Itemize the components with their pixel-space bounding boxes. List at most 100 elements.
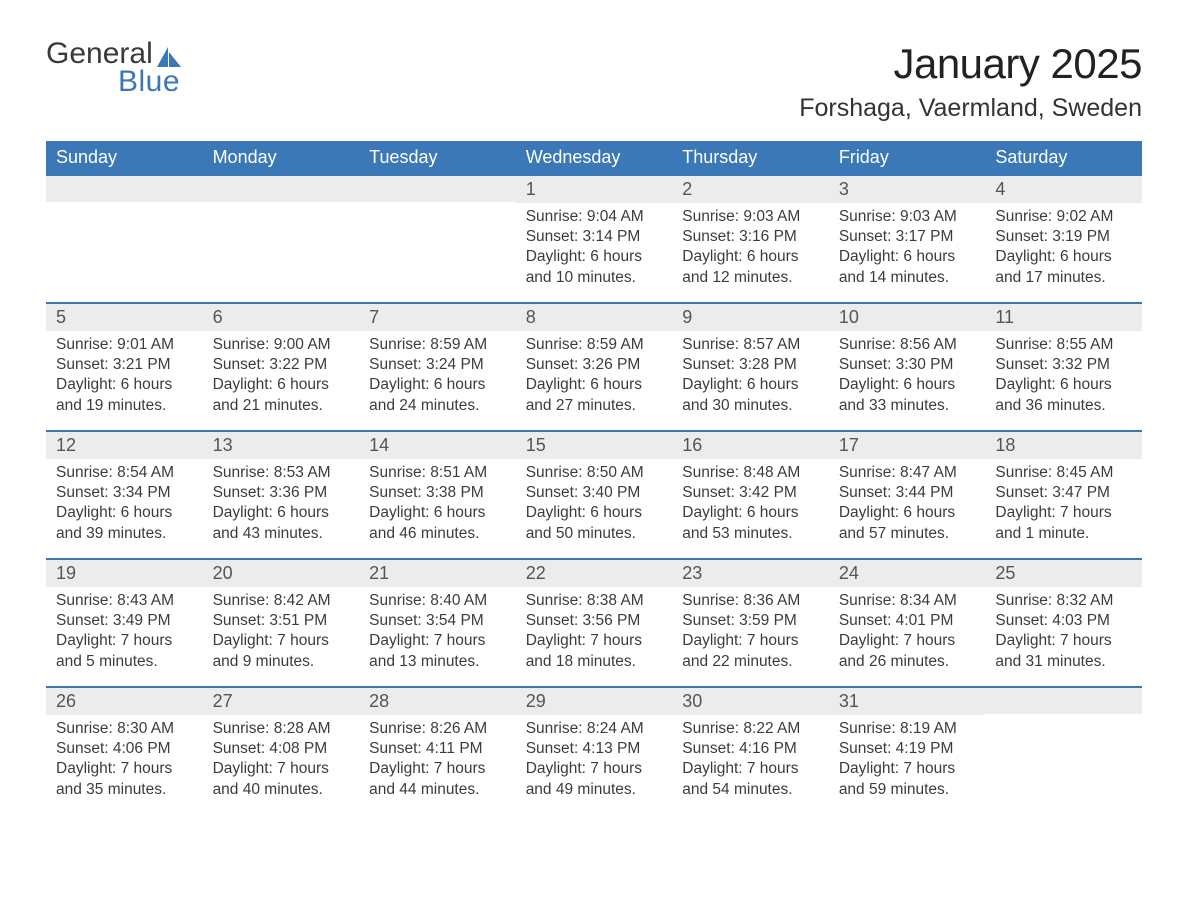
daylight-line: Daylight: 6 hours and 33 minutes. bbox=[839, 375, 976, 416]
sunrise-line: Sunrise: 9:03 AM bbox=[839, 207, 976, 227]
sunset-line: Sunset: 4:13 PM bbox=[526, 739, 663, 759]
sunset-line: Sunset: 3:26 PM bbox=[526, 355, 663, 375]
day-body: Sunrise: 8:24 AMSunset: 4:13 PMDaylight:… bbox=[516, 715, 673, 809]
day-cell: 21Sunrise: 8:40 AMSunset: 3:54 PMDayligh… bbox=[359, 559, 516, 687]
daylight-line: Daylight: 7 hours and 5 minutes. bbox=[56, 631, 193, 672]
daylight-line: Daylight: 6 hours and 39 minutes. bbox=[56, 503, 193, 544]
sunset-line: Sunset: 3:32 PM bbox=[995, 355, 1132, 375]
day-cell bbox=[359, 175, 516, 303]
day-cell: 3Sunrise: 9:03 AMSunset: 3:17 PMDaylight… bbox=[829, 175, 986, 303]
day-body: Sunrise: 8:30 AMSunset: 4:06 PMDaylight:… bbox=[46, 715, 203, 809]
daylight-line: Daylight: 7 hours and 49 minutes. bbox=[526, 759, 663, 800]
sunset-line: Sunset: 3:16 PM bbox=[682, 227, 819, 247]
day-header: Monday bbox=[203, 141, 360, 175]
sunset-line: Sunset: 3:19 PM bbox=[995, 227, 1132, 247]
day-body: Sunrise: 9:02 AMSunset: 3:19 PMDaylight:… bbox=[985, 203, 1142, 297]
day-cell: 14Sunrise: 8:51 AMSunset: 3:38 PMDayligh… bbox=[359, 431, 516, 559]
page-title: January 2025 bbox=[799, 40, 1142, 88]
day-cell bbox=[985, 687, 1142, 815]
day-number: 11 bbox=[985, 304, 1142, 331]
header-bar: General Blue January 2025 Forshaga, Vaer… bbox=[46, 40, 1142, 123]
sunrise-line: Sunrise: 8:57 AM bbox=[682, 335, 819, 355]
sunrise-line: Sunrise: 8:51 AM bbox=[369, 463, 506, 483]
day-number: 12 bbox=[46, 432, 203, 459]
sunrise-line: Sunrise: 8:28 AM bbox=[213, 719, 350, 739]
sunset-line: Sunset: 3:14 PM bbox=[526, 227, 663, 247]
daylight-line: Daylight: 6 hours and 12 minutes. bbox=[682, 247, 819, 288]
day-body: Sunrise: 8:36 AMSunset: 3:59 PMDaylight:… bbox=[672, 587, 829, 681]
sunrise-line: Sunrise: 8:24 AM bbox=[526, 719, 663, 739]
day-number: 21 bbox=[359, 560, 516, 587]
day-cell: 8Sunrise: 8:59 AMSunset: 3:26 PMDaylight… bbox=[516, 303, 673, 431]
day-cell: 1Sunrise: 9:04 AMSunset: 3:14 PMDaylight… bbox=[516, 175, 673, 303]
day-cell: 30Sunrise: 8:22 AMSunset: 4:16 PMDayligh… bbox=[672, 687, 829, 815]
day-number: 22 bbox=[516, 560, 673, 587]
day-header: Tuesday bbox=[359, 141, 516, 175]
day-body: Sunrise: 8:28 AMSunset: 4:08 PMDaylight:… bbox=[203, 715, 360, 809]
day-cell: 27Sunrise: 8:28 AMSunset: 4:08 PMDayligh… bbox=[203, 687, 360, 815]
day-cell: 9Sunrise: 8:57 AMSunset: 3:28 PMDaylight… bbox=[672, 303, 829, 431]
day-number: 25 bbox=[985, 560, 1142, 587]
daylight-line: Daylight: 6 hours and 14 minutes. bbox=[839, 247, 976, 288]
day-number: 6 bbox=[203, 304, 360, 331]
day-number bbox=[359, 176, 516, 202]
sunrise-line: Sunrise: 9:01 AM bbox=[56, 335, 193, 355]
title-block: January 2025 Forshaga, Vaermland, Sweden bbox=[799, 40, 1142, 123]
day-cell: 23Sunrise: 8:36 AMSunset: 3:59 PMDayligh… bbox=[672, 559, 829, 687]
day-number: 20 bbox=[203, 560, 360, 587]
sunrise-line: Sunrise: 8:56 AM bbox=[839, 335, 976, 355]
week-row: 19Sunrise: 8:43 AMSunset: 3:49 PMDayligh… bbox=[46, 559, 1142, 687]
daylight-line: Daylight: 6 hours and 19 minutes. bbox=[56, 375, 193, 416]
sunrise-line: Sunrise: 8:38 AM bbox=[526, 591, 663, 611]
sunset-line: Sunset: 4:06 PM bbox=[56, 739, 193, 759]
sunrise-line: Sunrise: 8:54 AM bbox=[56, 463, 193, 483]
day-body: Sunrise: 8:47 AMSunset: 3:44 PMDaylight:… bbox=[829, 459, 986, 553]
daylight-line: Daylight: 7 hours and 22 minutes. bbox=[682, 631, 819, 672]
day-headers-row: SundayMondayTuesdayWednesdayThursdayFrid… bbox=[46, 141, 1142, 175]
sunset-line: Sunset: 3:38 PM bbox=[369, 483, 506, 503]
day-number: 16 bbox=[672, 432, 829, 459]
sunset-line: Sunset: 4:01 PM bbox=[839, 611, 976, 631]
day-cell: 26Sunrise: 8:30 AMSunset: 4:06 PMDayligh… bbox=[46, 687, 203, 815]
sunrise-line: Sunrise: 8:40 AM bbox=[369, 591, 506, 611]
daylight-line: Daylight: 7 hours and 44 minutes. bbox=[369, 759, 506, 800]
sunrise-line: Sunrise: 8:59 AM bbox=[369, 335, 506, 355]
day-body: Sunrise: 9:04 AMSunset: 3:14 PMDaylight:… bbox=[516, 203, 673, 297]
day-cell: 18Sunrise: 8:45 AMSunset: 3:47 PMDayligh… bbox=[985, 431, 1142, 559]
day-header: Saturday bbox=[985, 141, 1142, 175]
day-cell: 15Sunrise: 8:50 AMSunset: 3:40 PMDayligh… bbox=[516, 431, 673, 559]
day-cell: 5Sunrise: 9:01 AMSunset: 3:21 PMDaylight… bbox=[46, 303, 203, 431]
day-number: 14 bbox=[359, 432, 516, 459]
day-number: 2 bbox=[672, 176, 829, 203]
day-number bbox=[203, 176, 360, 202]
day-header: Wednesday bbox=[516, 141, 673, 175]
brand-logo: General Blue bbox=[46, 40, 182, 95]
sunrise-line: Sunrise: 8:26 AM bbox=[369, 719, 506, 739]
day-number: 28 bbox=[359, 688, 516, 715]
day-body: Sunrise: 8:32 AMSunset: 4:03 PMDaylight:… bbox=[985, 587, 1142, 681]
daylight-line: Daylight: 7 hours and 59 minutes. bbox=[839, 759, 976, 800]
daylight-line: Daylight: 7 hours and 13 minutes. bbox=[369, 631, 506, 672]
sunrise-line: Sunrise: 8:47 AM bbox=[839, 463, 976, 483]
sunset-line: Sunset: 3:21 PM bbox=[56, 355, 193, 375]
daylight-line: Daylight: 6 hours and 53 minutes. bbox=[682, 503, 819, 544]
sunset-line: Sunset: 3:56 PM bbox=[526, 611, 663, 631]
daylight-line: Daylight: 7 hours and 18 minutes. bbox=[526, 631, 663, 672]
daylight-line: Daylight: 6 hours and 17 minutes. bbox=[995, 247, 1132, 288]
day-body: Sunrise: 8:50 AMSunset: 3:40 PMDaylight:… bbox=[516, 459, 673, 553]
day-body: Sunrise: 8:57 AMSunset: 3:28 PMDaylight:… bbox=[672, 331, 829, 425]
daylight-line: Daylight: 6 hours and 24 minutes. bbox=[369, 375, 506, 416]
day-number: 24 bbox=[829, 560, 986, 587]
day-cell: 10Sunrise: 8:56 AMSunset: 3:30 PMDayligh… bbox=[829, 303, 986, 431]
day-header: Friday bbox=[829, 141, 986, 175]
sunrise-line: Sunrise: 8:34 AM bbox=[839, 591, 976, 611]
day-cell: 20Sunrise: 8:42 AMSunset: 3:51 PMDayligh… bbox=[203, 559, 360, 687]
daylight-line: Daylight: 7 hours and 35 minutes. bbox=[56, 759, 193, 800]
daylight-line: Daylight: 6 hours and 21 minutes. bbox=[213, 375, 350, 416]
sunset-line: Sunset: 3:47 PM bbox=[995, 483, 1132, 503]
day-cell: 29Sunrise: 8:24 AMSunset: 4:13 PMDayligh… bbox=[516, 687, 673, 815]
sunset-line: Sunset: 3:40 PM bbox=[526, 483, 663, 503]
sunset-line: Sunset: 3:34 PM bbox=[56, 483, 193, 503]
brand-word-2: Blue bbox=[46, 68, 182, 96]
sunrise-line: Sunrise: 9:04 AM bbox=[526, 207, 663, 227]
